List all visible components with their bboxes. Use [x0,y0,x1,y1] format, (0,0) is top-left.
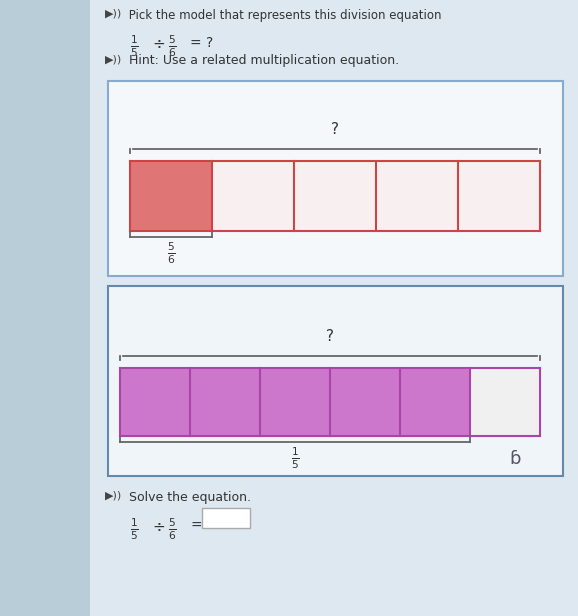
Bar [376,161,458,231]
Bar [330,368,400,436]
Bar [130,161,212,231]
Bar [190,368,260,436]
Bar [108,81,563,276]
Bar [212,161,294,231]
Text: $\div$: $\div$ [152,519,165,534]
Text: ɓ: ɓ [509,450,521,468]
Bar [470,368,540,436]
Bar [120,368,190,436]
Text: =: = [190,519,202,533]
Text: = ?: = ? [190,36,213,50]
Text: Hint: Use a related multiplication equation.: Hint: Use a related multiplication equat… [125,54,399,67]
Text: Solve the equation.: Solve the equation. [125,491,251,504]
Bar [400,368,470,436]
Text: ?: ? [326,329,334,344]
Bar [90,0,578,616]
Text: $\div$: $\div$ [152,36,165,51]
Text: Pick the model that represents this division equation: Pick the model that represents this divi… [125,9,442,22]
Text: $\frac{1}{5}$: $\frac{1}{5}$ [291,445,299,471]
Text: $\frac{5}{6}$: $\frac{5}{6}$ [168,33,177,59]
Text: ▶)): ▶)) [105,54,123,64]
Text: ▶)): ▶)) [105,9,123,19]
Text: $\frac{1}{5}$: $\frac{1}{5}$ [130,516,139,541]
Bar [108,286,563,476]
Bar [0,0,90,616]
Bar [294,161,376,231]
Text: $\frac{5}{6}$: $\frac{5}{6}$ [166,240,175,265]
Text: ?: ? [331,122,339,137]
Text: $\frac{1}{5}$: $\frac{1}{5}$ [130,33,139,59]
Text: $\frac{5}{6}$: $\frac{5}{6}$ [168,516,177,541]
Text: ▶)): ▶)) [105,491,123,501]
Bar [260,368,330,436]
Bar [458,161,540,231]
Bar [202,508,250,528]
